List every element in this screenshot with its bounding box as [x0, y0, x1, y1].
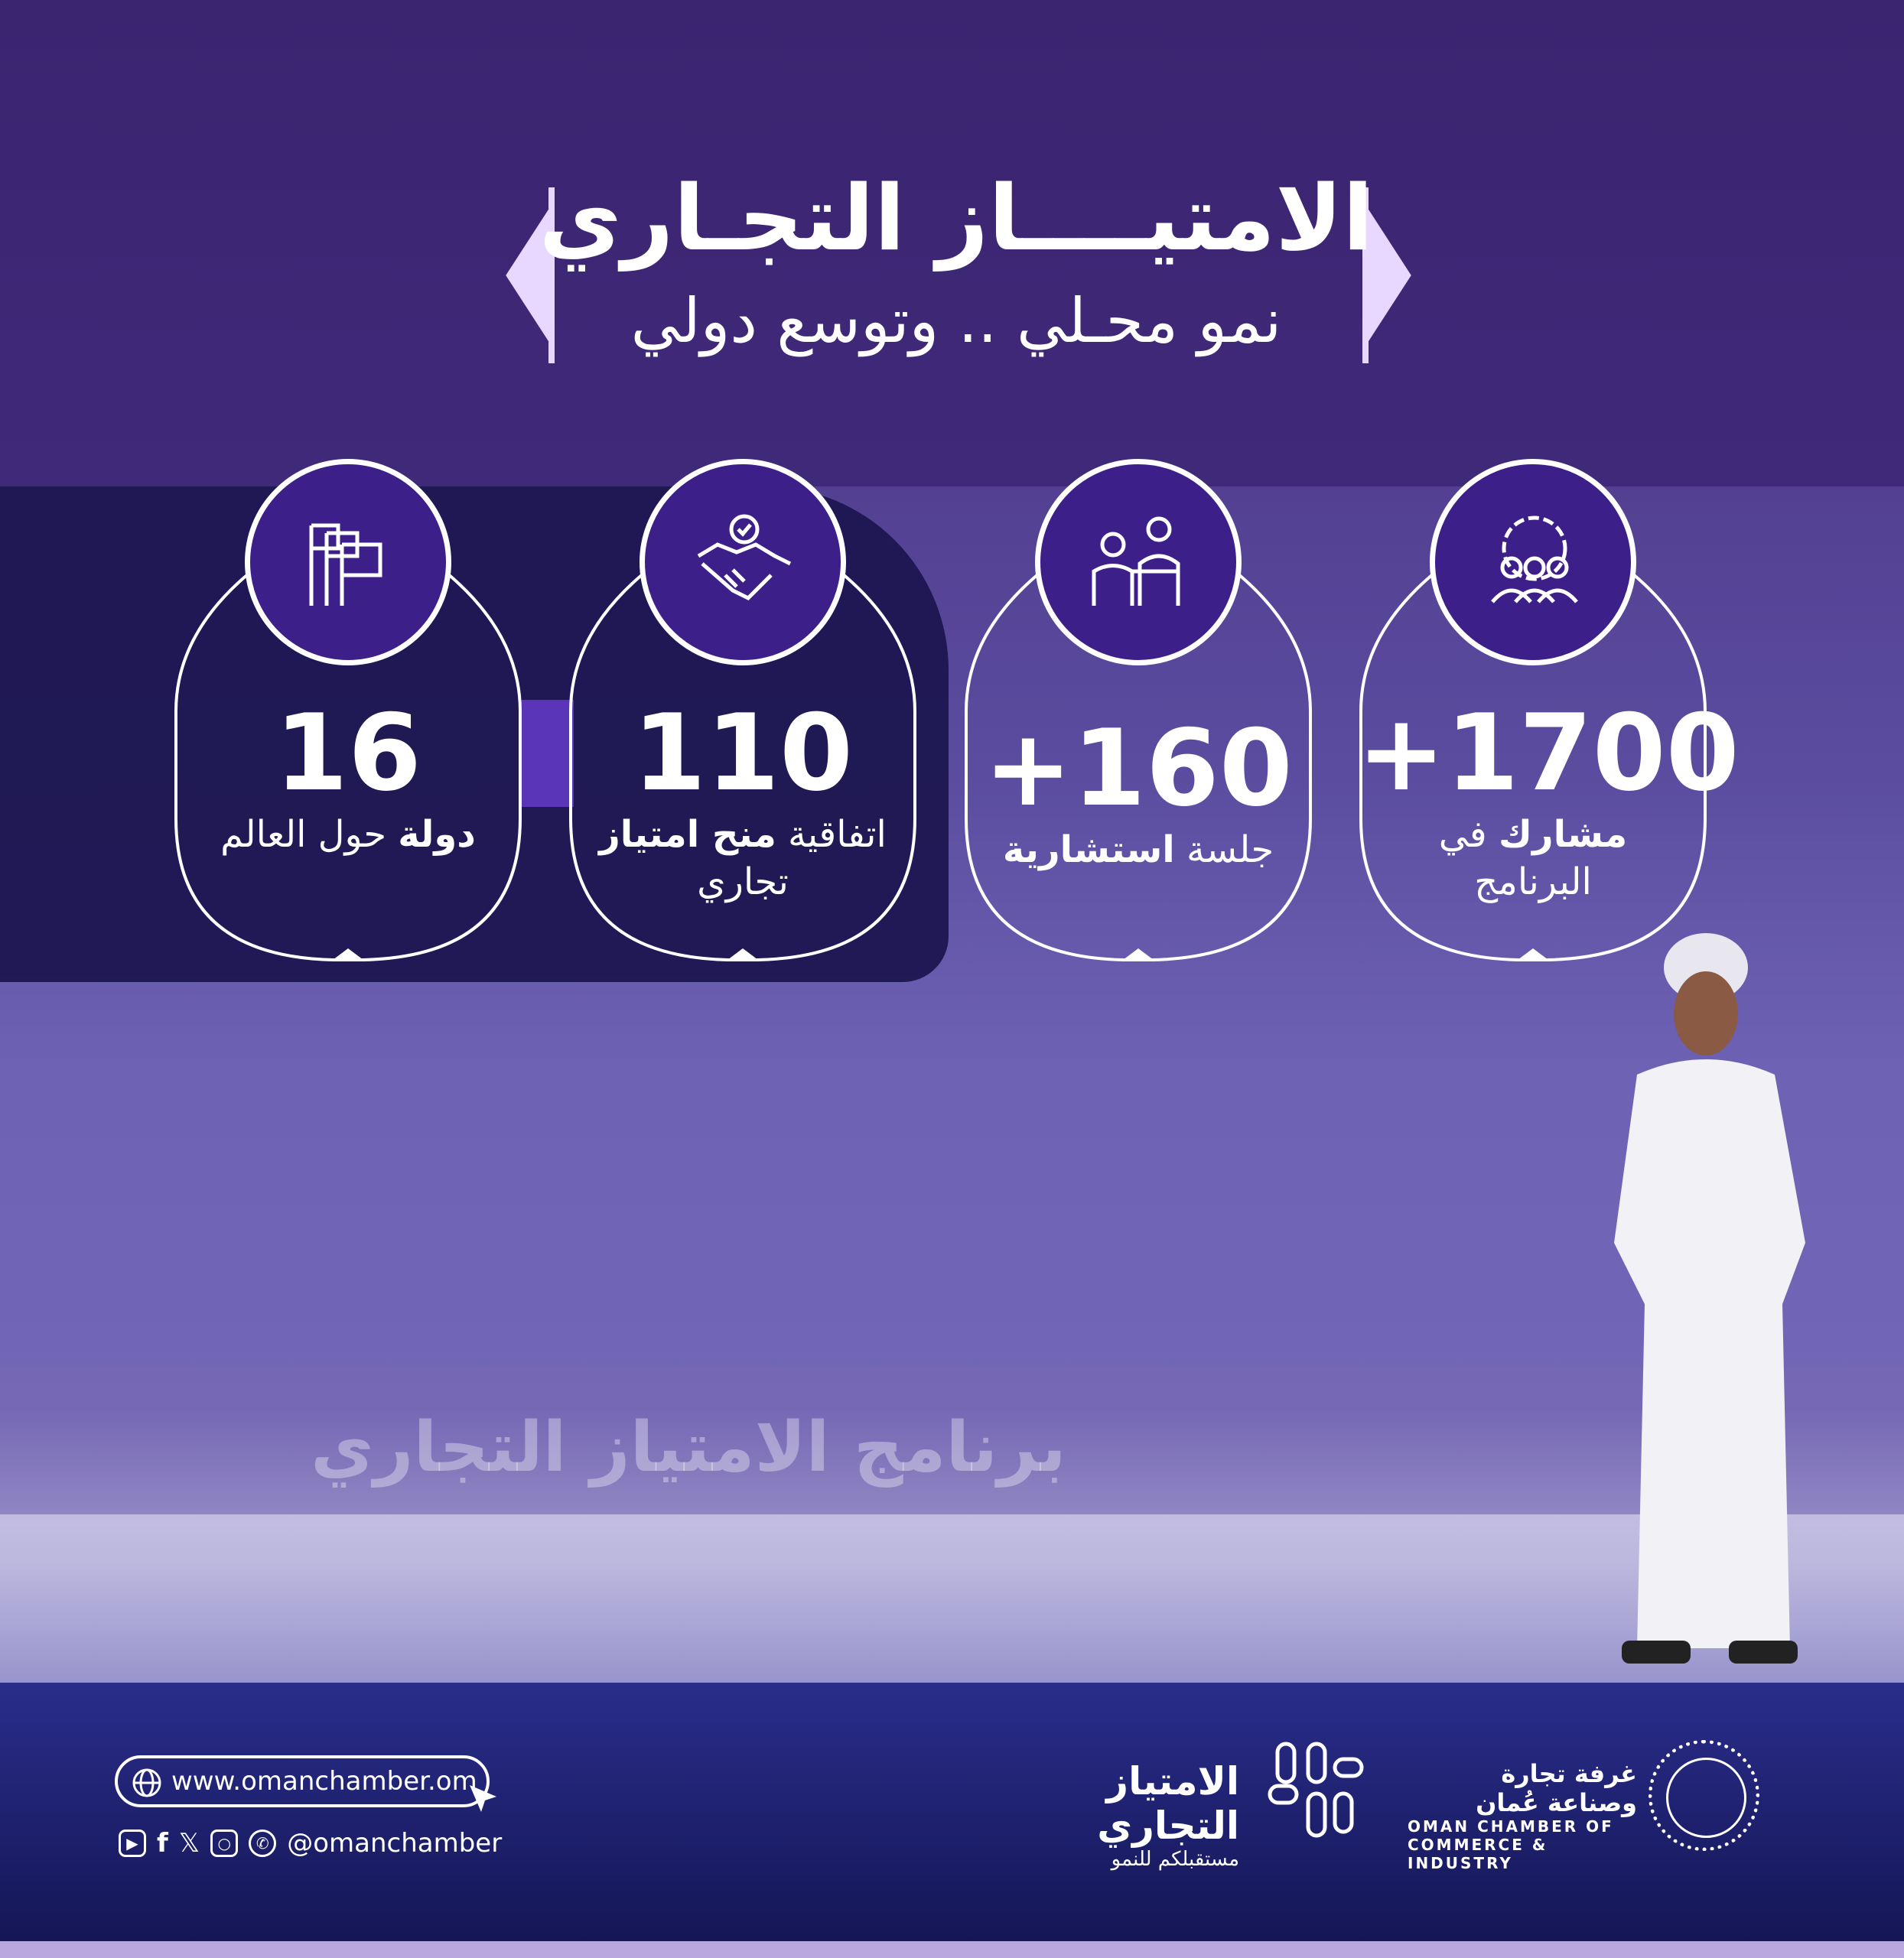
cursor-icon [470, 1785, 496, 1812]
chamber-name-en-1: OMAN CHAMBER OF [1408, 1817, 1614, 1836]
stat-label-bold: دولة [398, 813, 476, 856]
background-banner: برنامج الامتياز التجاري [311, 1407, 1066, 1488]
stat-label: اتفاقية منح امتياز تجاري [590, 811, 896, 906]
stat-value: 110 [632, 691, 854, 815]
flags-icon [309, 523, 382, 606]
whatsapp-icon[interactable]: ✆ [249, 1830, 277, 1857]
icon-circle [640, 459, 846, 665]
stat-value: +1700 [1357, 691, 1740, 815]
chamber-logo: غرفة تجارة وصناعة عُمان OMAN CHAMBER OF … [1408, 1759, 1637, 1872]
stat-label-tail: تجاري [697, 860, 789, 903]
stage [0, 1514, 1904, 1690]
stat-label-rest: في البرنامج [1438, 813, 1592, 903]
chamber-name-ar: غرفة تجارة وصناعة عُمان [1476, 1759, 1637, 1817]
chamber-seal-icon [1649, 1740, 1759, 1851]
icon-circle [1430, 459, 1636, 665]
program-logo-mark-icon [1268, 1742, 1364, 1838]
stat-label-bold: مشارك [1499, 813, 1628, 856]
stat-card-sessions: +160 جلسة استشارية [962, 459, 1314, 964]
stat-value: 16 [274, 691, 422, 815]
program-logo: الامتياز التجاري مستقبلكم للنمو [979, 1759, 1239, 1871]
stat-label-rest: اتفاقية [776, 813, 887, 856]
social-handle[interactable]: @omanchamber [287, 1828, 503, 1859]
stage-front [0, 1683, 1904, 1943]
stat-card-agreements: 110 اتفاقية منح امتياز تجاري [567, 459, 919, 964]
card-outline [174, 572, 522, 961]
participants-gear-icon [1491, 516, 1578, 603]
stat-card-countries: 16 دولة حول العالم [172, 459, 524, 964]
stat-label-bold: منح امتياز [599, 813, 776, 856]
bottom-bar [0, 1941, 1904, 1958]
icon-circle [1035, 459, 1242, 665]
page-subtitle: نمو محـلي .. وتوسع دولي [630, 285, 1282, 356]
stat-card-participants: +1700 مشارك في البرنامج [1357, 459, 1740, 964]
program-logo-name: الامتياز التجاري [1097, 1759, 1239, 1848]
header: الامتيــــاز التجـاري نمو محـلي .. وتوسع… [535, 161, 1377, 367]
instagram-icon[interactable]: ○ [210, 1830, 239, 1857]
handshake-icon [697, 514, 792, 601]
card-connector [520, 700, 574, 807]
globe-icon [132, 1768, 161, 1797]
youtube-icon[interactable]: ▶ [119, 1830, 146, 1857]
card-outline [965, 572, 1312, 961]
card-outline [1359, 572, 1707, 961]
x-icon[interactable]: 𝕏 [178, 1828, 200, 1859]
stat-label-bold: استشارية [1002, 828, 1175, 871]
stat-label-rest: جلسة [1174, 828, 1274, 871]
website-link[interactable]: www.omanchamber.om [115, 1755, 496, 1812]
stat-label-rest: حول العالم [220, 813, 399, 856]
right-bracket-icon [1362, 187, 1411, 363]
social-links: ▶ f 𝕏 ○ ✆ @omanchamber [119, 1824, 502, 1862]
stat-label: مشارك في البرنامج [1380, 811, 1686, 906]
chamber-name-en-2: COMMERCE & INDUSTRY [1408, 1836, 1548, 1872]
program-logo-tagline: مستقبلكم للنمو [1111, 1848, 1239, 1871]
page-title: الامتيــــاز التجـاري [539, 165, 1374, 271]
facebook-icon[interactable]: f [157, 1828, 168, 1859]
icon-circle [245, 459, 451, 665]
stat-label: جلسة استشارية [985, 826, 1291, 873]
left-bracket-icon [506, 187, 555, 363]
stat-value: +160 [984, 707, 1293, 830]
stat-label: دولة حول العالم [195, 811, 501, 858]
consultation-icon [1092, 516, 1180, 606]
speaker-photo [1614, 933, 1805, 1664]
card-outline [569, 572, 916, 961]
website-url: www.omanchamber.om [171, 1766, 477, 1797]
